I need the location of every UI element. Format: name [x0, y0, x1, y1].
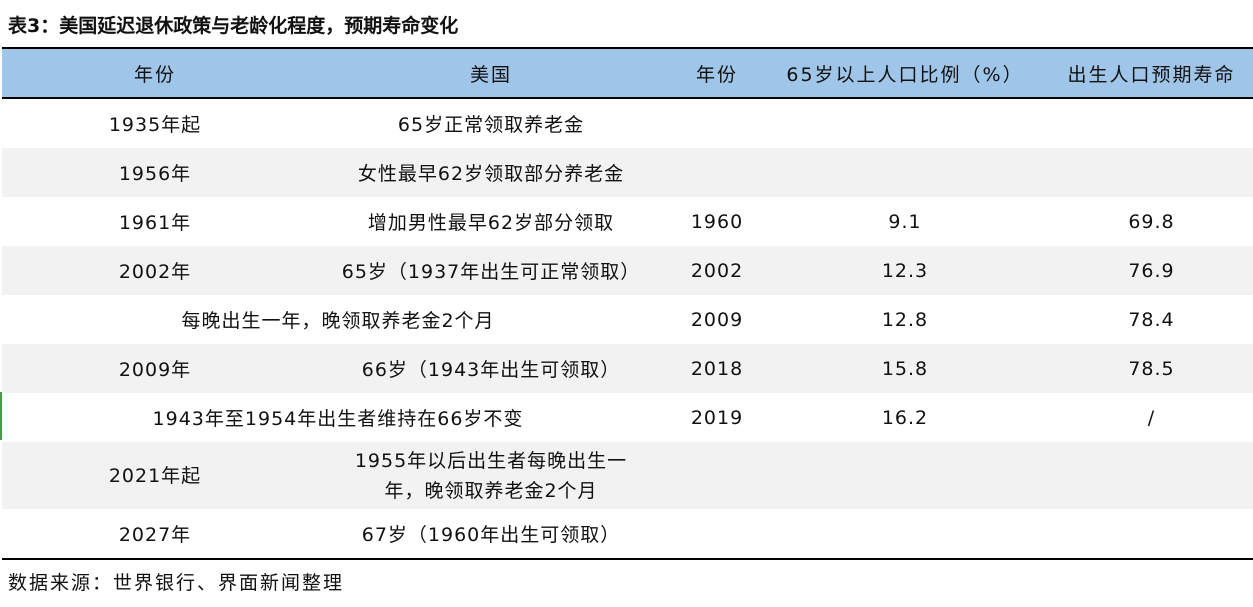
- cell-stat-year: [674, 148, 760, 197]
- cell-policy-line: 年，晚领取养老金2个月: [384, 479, 598, 502]
- data-table-container: 年份 美国 年份 65岁以上人口比例（%） 出生人口预期寿命 1935年起 65…: [2, 47, 1253, 560]
- cell-stat-year: 2009: [690, 308, 744, 331]
- table-row: 2021年起 1955年以后出生者每晚出生一 年，晚领取养老金2个月: [2, 442, 1253, 509]
- cell-stat-year: [674, 98, 760, 148]
- cell-elderly-pct: 15.8: [760, 344, 1050, 393]
- cell-policy: 66岁（1943年出生可领取）: [308, 344, 674, 393]
- table-row: 1935年起 65岁正常领取养老金: [2, 98, 1253, 148]
- retirement-policy-table: 年份 美国 年份 65岁以上人口比例（%） 出生人口预期寿命 1935年起 65…: [2, 49, 1253, 558]
- cell-policy: 65岁正常领取养老金: [397, 114, 585, 136]
- cell-elderly-pct: 9.1: [888, 210, 922, 233]
- cell-stat-year: [674, 442, 760, 509]
- cell-policy-line: 1955年以后出生者每晚出生一: [354, 449, 628, 472]
- header-elderly-pct: 65岁以上人口比例（%）: [760, 49, 1050, 99]
- cell-life-expectancy: /: [1147, 406, 1156, 429]
- cell-life-expectancy: 76.9: [1050, 246, 1253, 295]
- cell-life-expectancy: [1050, 442, 1253, 509]
- cell-stat-year: 2018: [674, 344, 760, 393]
- cell-life-expectancy: [1050, 98, 1253, 148]
- cell-policy-merged: 每晚出生一年，晚领取养老金2个月: [181, 310, 495, 332]
- cell-elderly-pct: 12.3: [760, 246, 1050, 295]
- cell-life-expectancy: [1050, 148, 1253, 197]
- cell-stat-year: 2002: [674, 246, 760, 295]
- header-stat-year: 年份: [674, 49, 760, 99]
- table-title: 表3：美国延迟退休政策与老龄化程度，预期寿命变化: [8, 15, 459, 37]
- table-row: 1961年 增加男性最早62岁部分领取 1960 9.1 69.8: [2, 197, 1253, 246]
- header-usa: 美国: [308, 49, 674, 99]
- cell-policy: 增加男性最早62岁部分领取: [367, 212, 615, 234]
- cell-year: 2027年: [118, 524, 192, 546]
- row-marker: [0, 392, 2, 440]
- table-row: 1956年 女性最早62岁领取部分养老金: [2, 148, 1253, 197]
- cell-life-expectancy: 78.4: [1128, 308, 1175, 331]
- cell-elderly-pct: [760, 148, 1050, 197]
- data-source-note: 数据来源：世界银行、界面新闻整理: [8, 572, 345, 594]
- cell-stat-year: 2019: [690, 406, 744, 429]
- cell-elderly-pct: 16.2: [881, 406, 929, 429]
- table-row: 2002年 65岁（1937年出生可正常领取） 2002 12.3 76.9: [2, 246, 1253, 295]
- cell-life-expectancy: [1050, 509, 1253, 558]
- header-year: 年份: [2, 49, 308, 99]
- table-row: 2009年 66岁（1943年出生可领取） 2018 15.8 78.5: [2, 344, 1253, 393]
- cell-elderly-pct: [760, 442, 1050, 509]
- table-row: 2027年 67岁（1960年出生可领取）: [2, 509, 1253, 558]
- cell-policy: 65岁（1937年出生可正常领取）: [308, 246, 674, 295]
- cell-year: 2002年: [2, 246, 308, 295]
- cell-year: 2009年: [2, 344, 308, 393]
- cell-life-expectancy: 69.8: [1128, 210, 1175, 233]
- cell-year: 1935年起: [108, 114, 202, 136]
- cell-elderly-pct: 12.8: [881, 308, 929, 331]
- cell-elderly-pct: [760, 98, 1050, 148]
- header-life-expectancy: 出生人口预期寿命: [1050, 49, 1253, 99]
- cell-policy: 1955年以后出生者每晚出生一 年，晚领取养老金2个月: [308, 442, 674, 509]
- table-row: 1943年至1954年出生者维持在66岁不变 2019 16.2 /: [2, 393, 1253, 442]
- cell-year: 1956年: [2, 148, 308, 197]
- cell-year: 2021年起: [2, 442, 308, 509]
- cell-policy: 女性最早62岁领取部分养老金: [308, 148, 674, 197]
- cell-elderly-pct: [760, 509, 1050, 558]
- header-row: 年份 美国 年份 65岁以上人口比例（%） 出生人口预期寿命: [2, 49, 1253, 99]
- cell-stat-year: [674, 509, 760, 558]
- cell-stat-year: 1960: [690, 210, 744, 233]
- cell-policy-merged: 1943年至1954年出生者维持在66岁不变: [152, 408, 524, 430]
- cell-year: 1961年: [118, 212, 192, 234]
- cell-life-expectancy: 78.5: [1050, 344, 1253, 393]
- cell-policy: 67岁（1960年出生可领取）: [361, 524, 621, 546]
- table-row: 每晚出生一年，晚领取养老金2个月 2009 12.8 78.4: [2, 295, 1253, 344]
